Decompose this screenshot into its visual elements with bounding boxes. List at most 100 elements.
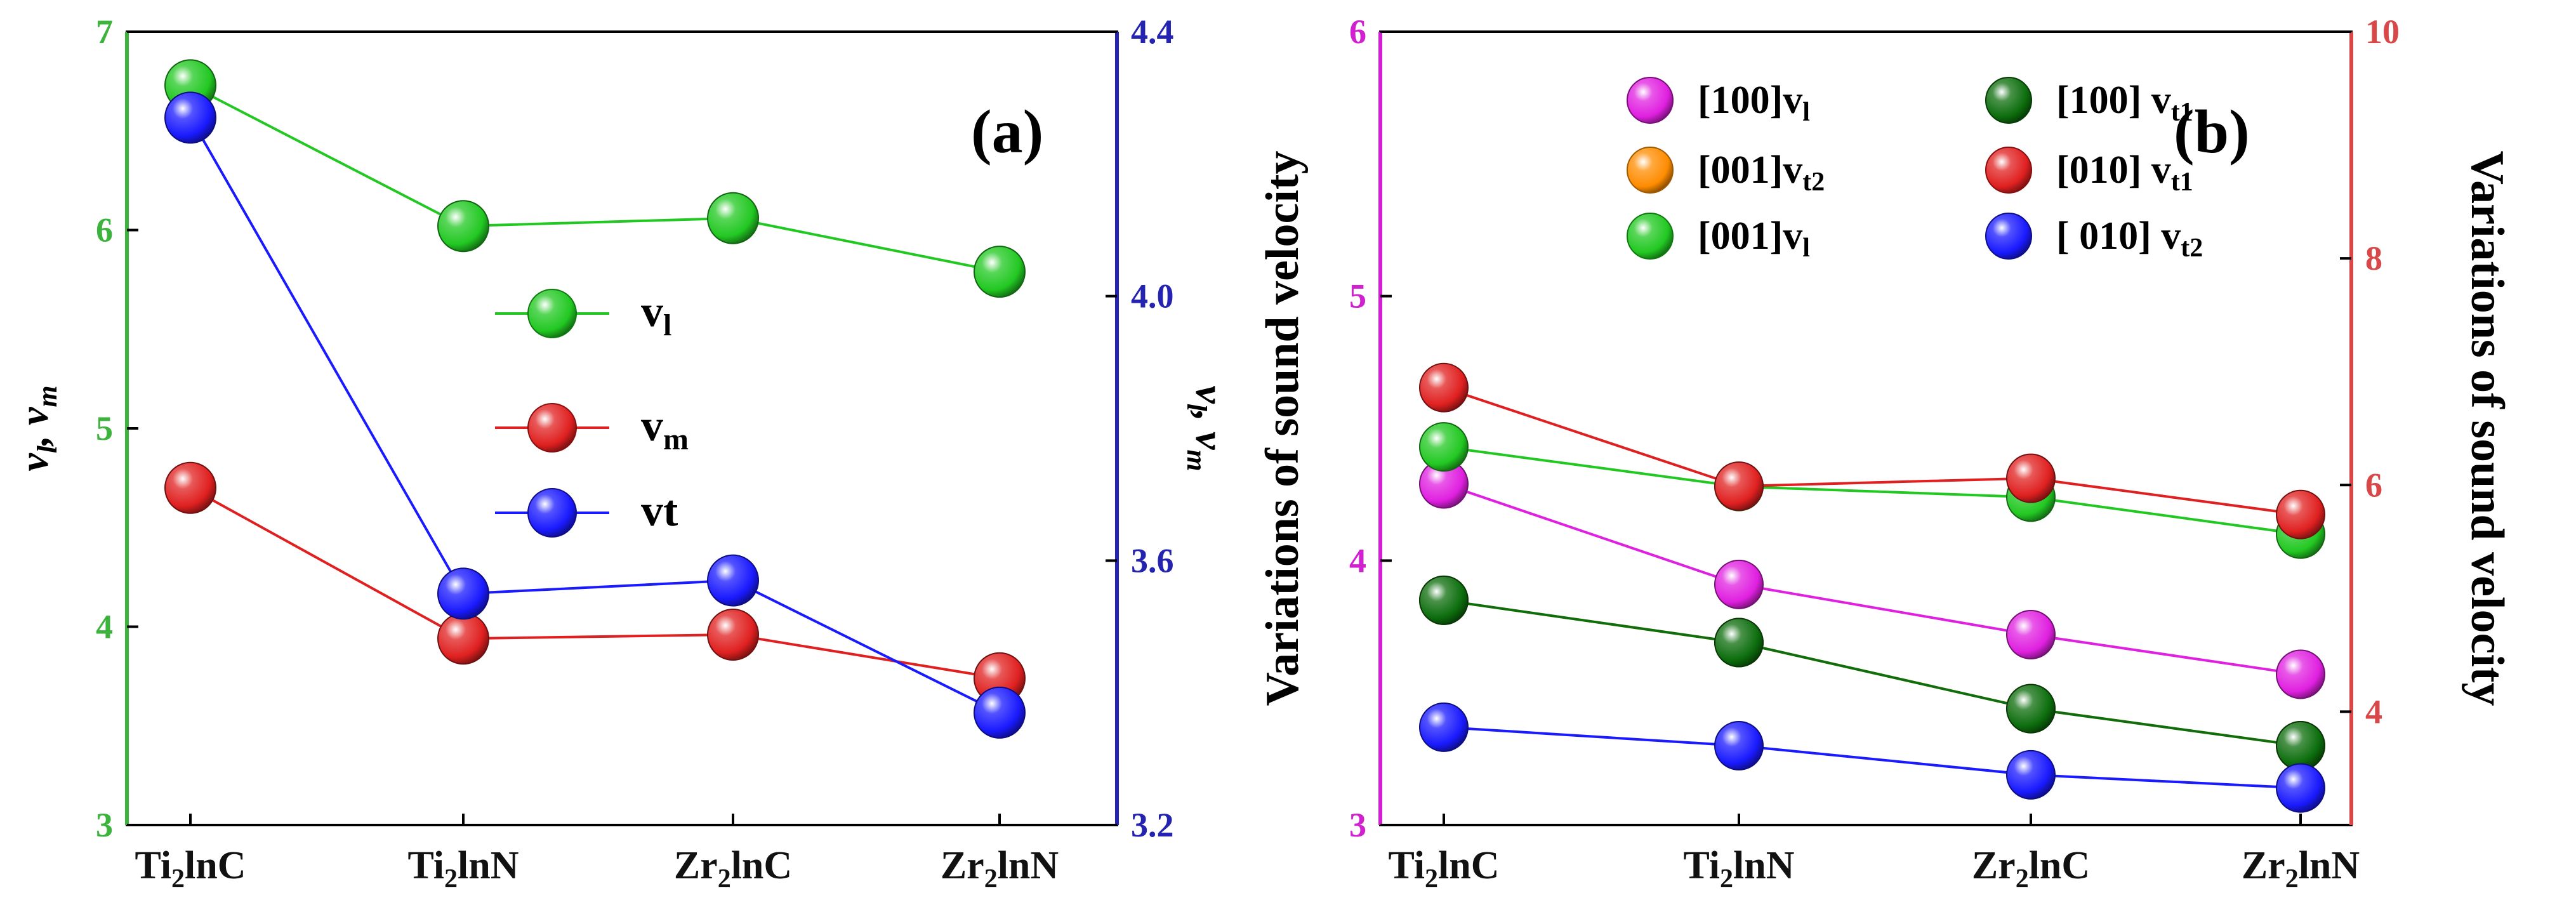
b-right-tick-label: 8 — [2365, 239, 2382, 277]
a-left-tick-label: 5 — [96, 409, 113, 447]
legend-b-marker-100-vl — [1627, 77, 1674, 124]
legend-b-010-vt2-main: [ 010] v — [2056, 215, 2181, 258]
legend-b-marker-001-vt2 — [1627, 147, 1674, 194]
panel-b-right-ylabel: Variations of sound velocity — [2461, 150, 2513, 706]
b-point-[010] v_t1-Zr2lnC — [2006, 453, 2056, 503]
legend-b-100-vt1-sub: t1 — [2171, 98, 2193, 127]
b-point-[100] v_t1-Ti2lnN — [1714, 618, 1764, 668]
legend-b-label-010-vt2: [ 010] vt2 — [2056, 215, 2203, 263]
a-left-tick-label: 7 — [96, 13, 113, 51]
b-left-tick-label: 5 — [1349, 277, 1366, 315]
ylabel-right-a-sub: l — [1181, 404, 1212, 412]
legend-b-marker-010-vt2 — [1985, 213, 2032, 260]
a-point-vt-Ti2lnC — [164, 91, 216, 144]
legend-b-100-vl-sub: l — [1802, 98, 1810, 127]
b-point-[010] v_t1-Ti2lnN — [1714, 461, 1764, 512]
legend-a-vl-sub: l — [663, 308, 671, 342]
b-point-[ 010] v_t2-Zr2lnN — [2276, 763, 2325, 813]
b-point-[100] v_t1-Zr2lnN — [2276, 721, 2325, 770]
panel-a-left-ylabel: vl, vm — [11, 385, 63, 471]
a-x-tick-label: Zr2lnC — [674, 844, 792, 894]
legend-b-marker-010-vt1 — [1985, 147, 2032, 194]
legend-b-100-vl-main: [100]v — [1698, 79, 1802, 122]
b-series-line-[ 010] v_t2 — [1443, 725, 2301, 789]
b-left-tick-label: 4 — [1349, 541, 1366, 579]
ylabel-right-b: , v — [1187, 410, 1232, 450]
legend-b-010-vt1-main: [010] v — [2056, 149, 2171, 192]
legend-b-label-100-vl: [100]vl — [1698, 79, 1810, 127]
a-left-tick-label: 4 — [96, 608, 113, 646]
panel-b-series-lines — [1443, 386, 2301, 789]
a-point-v_m-Zr2lnC — [707, 609, 759, 661]
panel-b-legend: [100]vl [001]vt2 [001]vl [100] vt1 [010]… — [1627, 77, 2203, 263]
legend-b-label-100-vt1: [100] vt1 — [2056, 79, 2193, 127]
b-series-line-[010] v_t1 — [1443, 386, 2301, 516]
a-x-tick-label: Ti2lnN — [408, 844, 519, 894]
b-x-tick-label: Zr2lnN — [2242, 844, 2360, 894]
legend-b-010-vt2-sub: t2 — [2181, 234, 2203, 263]
b-x-tick-label: Ti2lnC — [1389, 844, 1500, 894]
a-right-tick-label: 4.4 — [1131, 13, 1174, 51]
legend-a-vt-main: vt — [641, 487, 678, 536]
ylabel-left-a-sub: l — [32, 445, 63, 453]
legend-a-marker-vm — [527, 403, 577, 452]
legend-b-001-vl-main: [001]v — [1698, 215, 1802, 258]
panel-a-plot-frame — [126, 30, 1118, 826]
ylabel-left-b: , v — [11, 407, 56, 447]
ylabel-right-a: v — [1187, 385, 1232, 404]
legend-a-label-vm: vm — [641, 402, 689, 456]
a-right-tick-label: 4.0 — [1131, 277, 1174, 315]
legend-b-010-vt1-sub: t1 — [2171, 168, 2193, 197]
panel-a-series-points — [164, 59, 1026, 739]
panel-b: 3 4 5 6 4 6 8 10 Ti2lnC Ti2lnN Zr2lnC Zr2lnN (b) Va… — [1257, 13, 2513, 894]
b-point-[001]v_l-Ti2lnC — [1419, 422, 1469, 472]
b-left-tick-label: 3 — [1349, 806, 1366, 844]
b-x-tick-label: Ti2lnN — [1684, 844, 1795, 894]
legend-b-100-vt1-main: [100] v — [2056, 79, 2171, 122]
b-point-[ 010] v_t2-Zr2lnC — [2006, 750, 2056, 800]
b-series-line-[100]v_l — [1443, 482, 2301, 676]
a-left-tick-label: 3 — [96, 806, 113, 844]
ylabel-left-a: v — [11, 453, 56, 472]
b-point-[ 010] v_t2-Ti2lnC — [1419, 702, 1469, 752]
panel-b-left-ylabel: Variations of sound velocity — [1257, 150, 1309, 706]
panel-a-series-lines — [189, 84, 1000, 714]
b-point-[010] v_t1-Zr2lnN — [2276, 489, 2325, 539]
legend-b-marker-100-vt1 — [1985, 77, 2032, 124]
a-series-line-v_l — [190, 84, 1000, 274]
b-x-tick-label: Zr2lnC — [1972, 844, 2090, 894]
a-point-v_l-Ti2lnN — [437, 200, 489, 253]
b-point-[ 010] v_t2-Ti2lnN — [1714, 721, 1764, 770]
legend-a-label-vl: vl — [641, 287, 671, 342]
panel-b-label: (b) — [2174, 98, 2250, 166]
b-left-tick-label: 6 — [1349, 13, 1366, 51]
a-point-v_l-Zr2lnN — [974, 246, 1026, 298]
b-point-[100]v_l-Zr2lnN — [2276, 649, 2325, 699]
legend-b-label-010-vt1: [010] vt1 — [2056, 149, 2193, 197]
b-point-[010] v_t1-Ti2lnC — [1419, 362, 1469, 413]
ylabel-right-b-sub: m — [1181, 449, 1212, 471]
a-series-line-v_m — [190, 486, 1000, 680]
b-right-tick-label: 10 — [2365, 13, 2400, 51]
b-right-tick-label: 4 — [2365, 692, 2382, 730]
a-right-tick-label: 3.2 — [1131, 806, 1174, 844]
a-x-tick-label: Ti2lnC — [135, 844, 246, 894]
legend-a-vm-main: v — [641, 402, 663, 451]
panel-b-ticks: 3 4 5 6 4 6 8 10 Ti2lnC Ti2lnN Zr2lnC Zr2lnN — [1349, 13, 2400, 894]
legend-a-vl-main: v — [641, 287, 663, 336]
a-right-tick-label: 3.6 — [1131, 541, 1174, 579]
panel-a-ticks: 3 4 5 6 7 3.2 3.6 4.0 4.4 Ti2lnC Ti2lnN Zr2lnC Zr2ln… — [96, 13, 1174, 894]
b-point-[100]v_l-Ti2lnN — [1714, 559, 1764, 609]
a-point-v_m-Ti2lnN — [437, 612, 489, 665]
legend-b-label-001-vl: [001]vl — [1698, 215, 1810, 263]
legend-a-marker-vt — [527, 488, 577, 538]
a-series-line-vt — [189, 117, 1000, 714]
a-x-tick-label: Zr2lnN — [941, 844, 1059, 894]
legend-b-label-001-vt2: [001]vt2 — [1698, 149, 1825, 197]
panel-a-legend: vl vm vt — [495, 287, 689, 538]
b-point-[100] v_t1-Ti2lnC — [1419, 575, 1469, 625]
a-point-vt-Zr2lnN — [974, 686, 1026, 739]
b-point-[100] v_t1-Zr2lnC — [2006, 684, 2056, 734]
b-series-line-[100] v_t1 — [1443, 598, 2301, 747]
